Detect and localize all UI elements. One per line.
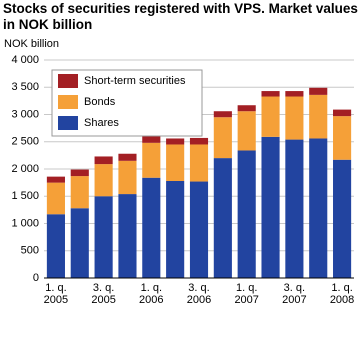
bar-segment (261, 96, 280, 137)
bar-segment (189, 144, 209, 182)
bar-segment (70, 208, 89, 278)
bar-segment (94, 156, 113, 165)
y-axis-label: NOK billion (4, 38, 59, 50)
bar-segment (285, 139, 304, 278)
bar-segment (142, 135, 161, 143)
legend-label: Bonds (84, 96, 116, 108)
bar-segment (261, 91, 280, 97)
bar-segment (166, 144, 185, 181)
bar-segment (285, 96, 304, 140)
bar-segment (142, 177, 161, 278)
bar-segment (189, 137, 209, 145)
y-tick-label: 500 (21, 245, 39, 257)
y-tick-label: 1 500 (11, 190, 39, 202)
bar-segment (46, 214, 65, 278)
bar-segment (285, 91, 304, 97)
bar-segment (118, 194, 137, 278)
bar-segment (70, 169, 89, 177)
legend-label: Shares (84, 117, 119, 129)
bar-segment (333, 159, 352, 278)
x-tick-label: 3. q. 2006 (186, 282, 212, 306)
y-tick-label: 1 000 (11, 217, 39, 229)
y-tick-label: 2 500 (11, 136, 39, 148)
legend-label: Short-term securities (84, 75, 186, 87)
bar-segment (213, 158, 232, 278)
bar-segment (261, 136, 280, 278)
bar-segment (237, 150, 256, 278)
y-tick-label: 2 000 (11, 163, 39, 175)
x-tick-label: 3. q. 2005 (91, 282, 116, 306)
bar-segment (309, 94, 328, 139)
bar-segment (118, 153, 137, 161)
x-tick-label: 3. q. 2007 (282, 282, 307, 306)
bar-segment (94, 196, 113, 278)
legend-swatch (58, 95, 78, 109)
legend: Short-term securities Bonds Shares (51, 69, 203, 137)
bar-segment (46, 182, 65, 215)
x-tick-label: 1. q. 2005 (43, 282, 69, 306)
bar-segment (94, 164, 113, 197)
legend-swatch (58, 116, 78, 130)
bar-segment (333, 109, 352, 117)
legend-swatch (58, 74, 78, 88)
y-tick-label: 3 500 (11, 81, 39, 93)
bar-segment (213, 111, 232, 118)
bar-segment (309, 138, 328, 278)
bar-segment (118, 160, 137, 195)
bar-segment (142, 142, 161, 178)
bar-segment (237, 105, 256, 112)
x-tick-label: 1. q. 2007 (234, 282, 259, 306)
bar-segment (166, 138, 185, 145)
bar-segment (70, 176, 89, 209)
bar-segment (213, 117, 232, 159)
y-tick-label: 3 000 (11, 108, 39, 120)
bar-segment (166, 180, 185, 278)
x-tick-label: 1. q. 2008 (329, 282, 355, 306)
y-tick-label: 0 (33, 272, 39, 284)
bar-segment (237, 111, 256, 151)
bar-segment (333, 116, 352, 160)
chart-title: Stocks of securities registered with VPS… (3, 1, 358, 32)
y-tick-label: 4 000 (11, 54, 39, 66)
bar-segment (309, 87, 328, 95)
bar-segment (189, 181, 209, 278)
bar-segment (46, 176, 65, 183)
x-tick-label: 1. q. 2006 (139, 282, 164, 306)
